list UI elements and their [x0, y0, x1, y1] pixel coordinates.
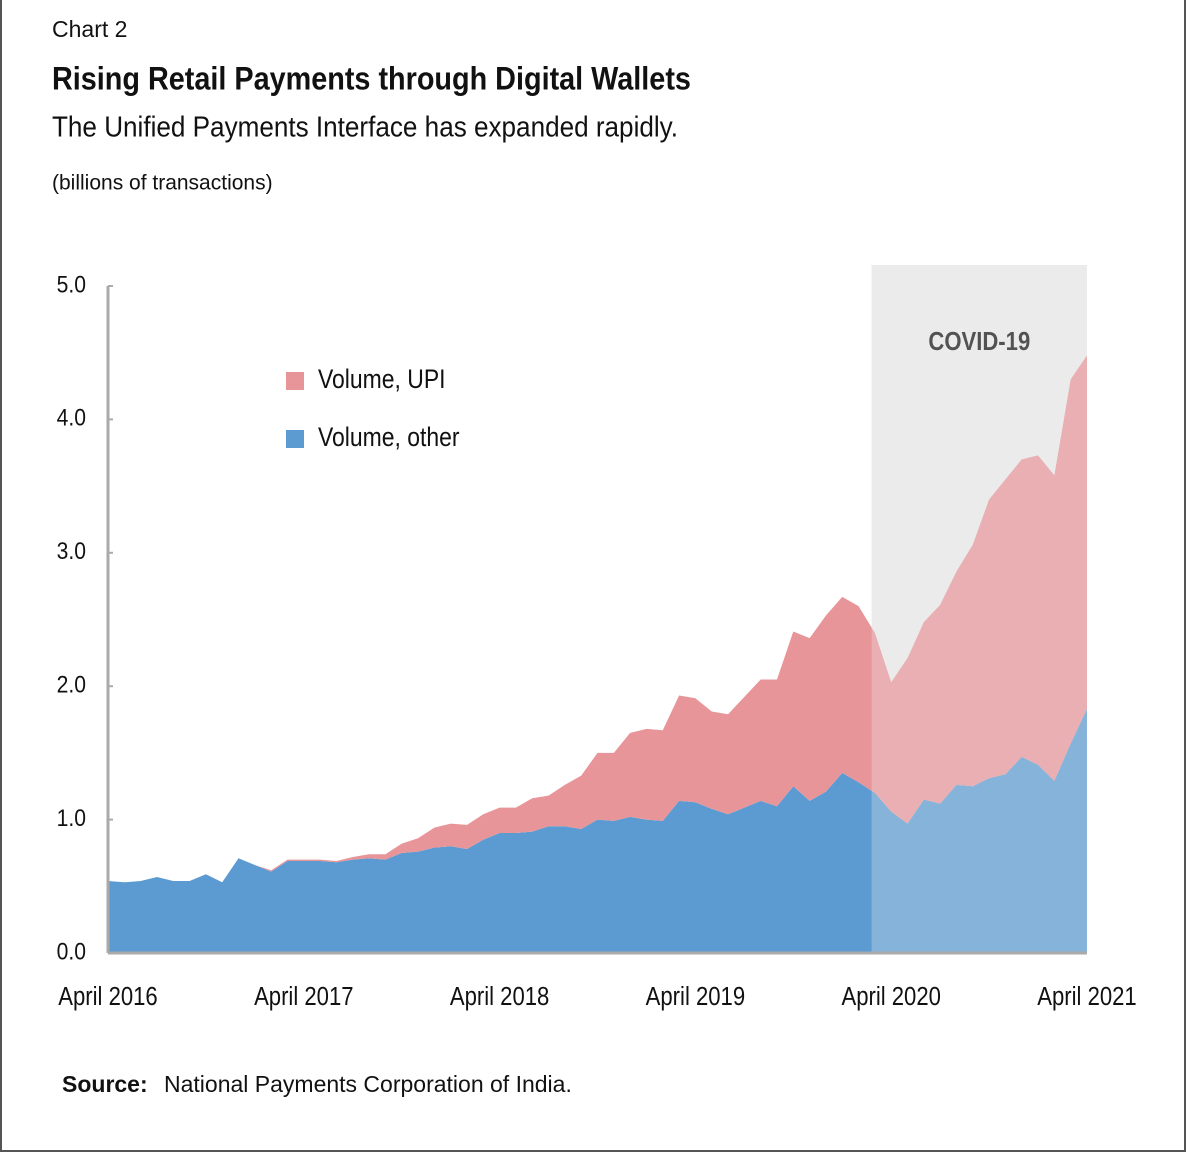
shade-overlay [871, 265, 1087, 953]
y-axis-label: (billions of transactions) [52, 172, 273, 195]
legend-swatch [286, 430, 304, 448]
chart-title: Rising Retail Payments through Digital W… [52, 61, 691, 97]
x-tick-label: April 2019 [646, 982, 745, 1011]
y-tick-label: 5.0 [57, 271, 86, 298]
shade-label: COVID-19 [928, 327, 1030, 356]
area [108, 708, 1087, 953]
x-tick-label: April 2018 [450, 982, 549, 1011]
chart-subtitle: The Unified Payments Interface has expan… [52, 110, 678, 143]
x-tick-label: April 2020 [841, 982, 940, 1011]
x-tick-label: April 2021 [1037, 982, 1136, 1011]
source-label: Source: [62, 1071, 148, 1097]
legend-label: Volume, UPI [318, 364, 446, 394]
y-tick-label: 4.0 [57, 405, 86, 432]
area [108, 355, 1087, 883]
legend-swatch [286, 372, 304, 390]
kicker: Chart 2 [52, 16, 127, 42]
x-tick-label: April 2016 [58, 982, 157, 1011]
y-tick-label: 3.0 [57, 538, 86, 565]
legend-label: Volume, other [318, 422, 460, 452]
y-tick-label: 1.0 [57, 805, 86, 832]
source: National Payments Corporation of India. [164, 1071, 572, 1097]
x-tick-label: April 2017 [254, 982, 353, 1011]
y-tick-label: 0.0 [57, 938, 86, 965]
y-tick-label: 2.0 [57, 671, 86, 698]
